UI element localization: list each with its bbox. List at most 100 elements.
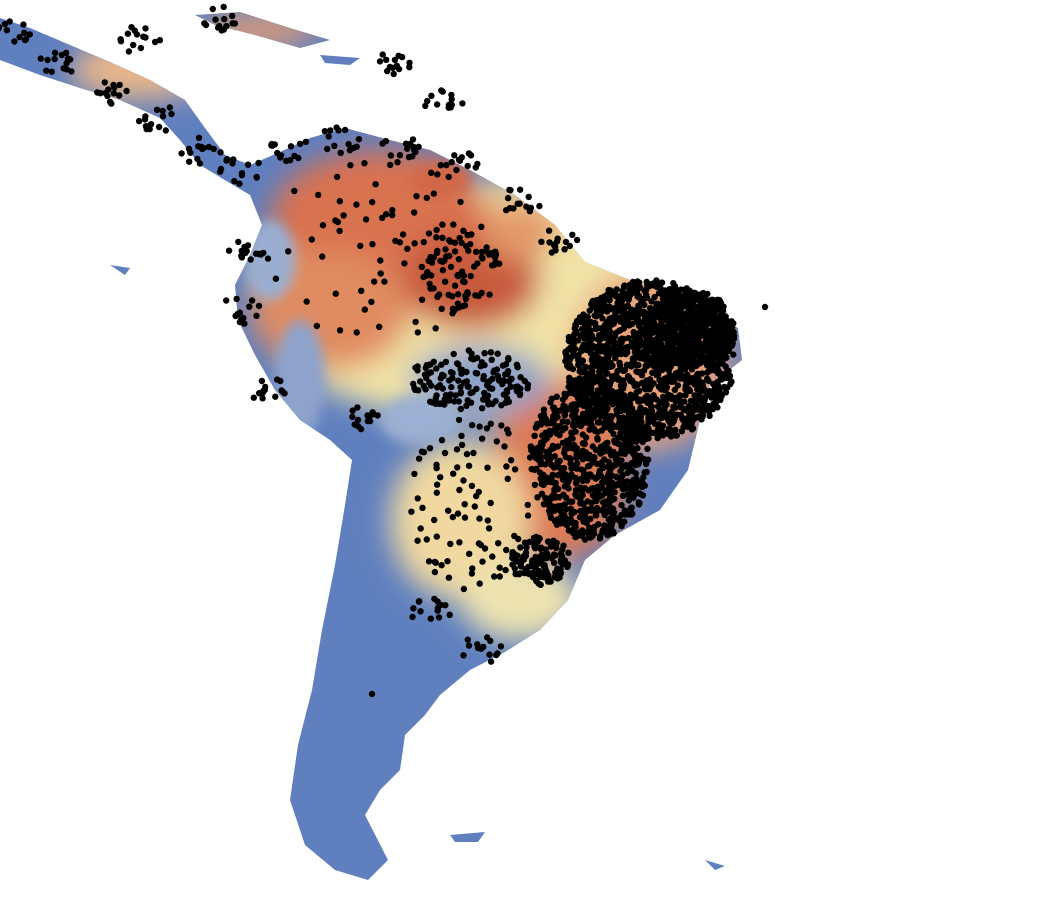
occurrence-point — [110, 81, 117, 89]
occurrence-point — [464, 289, 471, 296]
occurrence-point — [195, 134, 203, 141]
occurrence-point — [547, 514, 555, 521]
occurrence-point — [694, 309, 701, 317]
occurrence-point — [463, 402, 470, 409]
occurrence-point — [460, 227, 467, 234]
occurrence-point — [364, 412, 371, 419]
occurrence-point — [612, 354, 619, 362]
occurrence-point — [469, 565, 476, 572]
occurrence-point — [411, 146, 418, 153]
occurrence-point — [597, 447, 604, 454]
occurrence-point — [648, 347, 656, 354]
occurrence-point — [420, 273, 427, 281]
occurrence-point — [570, 413, 577, 421]
occurrence-point — [564, 418, 571, 426]
occurrence-point — [433, 481, 441, 488]
occurrence-point — [636, 407, 644, 414]
occurrence-point — [526, 208, 534, 215]
occurrence-point — [612, 329, 620, 337]
occurrence-point — [504, 194, 512, 202]
occurrence-point — [418, 296, 426, 303]
occurrence-point — [21, 36, 29, 44]
occurrence-point — [596, 311, 604, 318]
occurrence-point — [463, 368, 470, 376]
occurrence-point — [583, 519, 590, 527]
occurrence-point — [455, 377, 462, 384]
occurrence-point — [553, 494, 560, 501]
occurrence-point — [541, 562, 548, 569]
occurrence-point — [488, 356, 495, 363]
occurrence-point — [614, 434, 622, 442]
occurrence-point — [484, 517, 491, 524]
occurrence-point — [94, 89, 101, 96]
occurrence-point — [568, 471, 575, 478]
occurrence-point — [420, 382, 427, 390]
occurrence-point — [117, 36, 124, 43]
occurrence-point — [428, 92, 435, 100]
occurrence-point — [639, 438, 646, 446]
occurrence-point — [464, 397, 471, 404]
occurrence-point — [713, 366, 720, 374]
occurrence-point — [517, 544, 524, 551]
occurrence-point — [572, 486, 580, 494]
occurrence-point — [455, 361, 462, 368]
occurrence-point — [101, 79, 109, 86]
occurrence-point — [583, 391, 590, 398]
occurrence-point — [610, 391, 617, 399]
occurrence-point — [434, 604, 442, 612]
occurrence-point — [108, 100, 115, 107]
occurrence-point — [556, 431, 563, 439]
occurrence-point — [493, 651, 500, 659]
occurrence-point — [455, 416, 463, 424]
occurrence-point — [674, 382, 682, 389]
occurrence-point — [619, 492, 627, 499]
occurrence-point — [598, 459, 605, 466]
occurrence-point — [714, 296, 721, 303]
occurrence-point — [159, 107, 166, 115]
occurrence-point — [557, 570, 565, 577]
occurrence-point — [496, 573, 503, 580]
occurrence-point — [566, 441, 573, 448]
occurrence-point — [448, 383, 455, 391]
occurrence-point — [643, 382, 650, 389]
occurrence-point — [268, 140, 275, 148]
occurrence-point — [710, 400, 717, 408]
occurrence-point — [589, 443, 596, 450]
occurrence-point — [479, 558, 486, 565]
occurrence-point — [341, 126, 349, 134]
occurrence-point — [505, 354, 512, 362]
occurrence-point — [450, 221, 457, 228]
occurrence-point — [43, 67, 50, 74]
occurrence-point — [458, 239, 465, 247]
occurrence-point — [439, 371, 446, 379]
occurrence-point — [592, 402, 600, 409]
occurrence-point — [704, 407, 711, 414]
occurrence-point — [659, 406, 667, 413]
occurrence-point — [383, 56, 390, 63]
occurrence-point — [455, 256, 463, 263]
occurrence-point — [524, 501, 531, 509]
occurrence-point — [302, 138, 310, 145]
occurrence-point — [706, 341, 713, 348]
occurrence-point — [576, 401, 583, 408]
occurrence-point — [389, 211, 396, 219]
occurrence-point — [633, 368, 640, 375]
occurrence-point — [644, 456, 652, 463]
occurrence-point — [551, 453, 558, 460]
occurrence-point — [543, 551, 550, 558]
occurrence-point — [633, 475, 640, 482]
occurrence-point — [377, 270, 384, 277]
occurrence-point — [687, 327, 695, 334]
occurrence-point — [51, 49, 59, 56]
occurrence-point — [588, 385, 595, 392]
occurrence-point — [599, 492, 606, 499]
occurrence-point — [414, 367, 421, 374]
occurrence-point — [654, 302, 661, 309]
occurrence-point — [586, 409, 593, 417]
occurrence-point — [6, 18, 13, 25]
occurrence-point — [405, 153, 413, 161]
occurrence-point — [247, 256, 254, 263]
occurrence-point — [554, 443, 562, 450]
occurrence-point — [423, 374, 430, 382]
occurrence-point — [514, 383, 521, 390]
